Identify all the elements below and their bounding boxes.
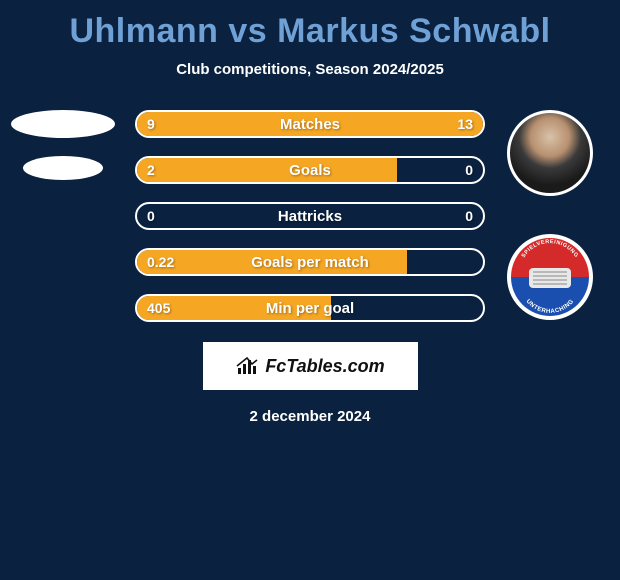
stat-label: Hattricks <box>137 204 483 228</box>
comparison-bars: 9Matches132Goals00Hattricks00.22Goals pe… <box>135 110 485 322</box>
stat-row: 0.22Goals per match <box>135 248 485 276</box>
right-player-photo <box>507 110 593 196</box>
left-club-badge-placeholder <box>23 156 103 180</box>
stat-row: 0Hattricks0 <box>135 202 485 230</box>
branding-box: FcTables.com <box>203 342 418 390</box>
branding-chart-icon <box>235 356 259 376</box>
date-text: 2 december 2024 <box>0 408 620 425</box>
club-badge-svg: SPIELVEREINIGUNG UNTERHACHING <box>511 238 589 316</box>
stat-label: Min per goal <box>137 296 483 320</box>
left-player-column <box>8 110 118 180</box>
right-player-column: SPIELVEREINIGUNG UNTERHACHING <box>500 110 600 320</box>
stat-label: Goals <box>137 158 483 182</box>
stat-row: 2Goals0 <box>135 156 485 184</box>
stat-right-value: 0 <box>465 158 473 182</box>
page-subtitle: Club competitions, Season 2024/2025 <box>0 61 620 78</box>
page-title: Uhlmann vs Markus Schwabl <box>0 0 620 51</box>
stat-label: Goals per match <box>137 250 483 274</box>
stat-label: Matches <box>137 112 483 136</box>
stat-right-value: 0 <box>465 204 473 228</box>
comparison-content: SPIELVEREINIGUNG UNTERHACHING 9Matches13… <box>0 110 620 322</box>
branding-text: FcTables.com <box>265 356 384 377</box>
stat-row: 405Min per goal <box>135 294 485 322</box>
right-club-badge: SPIELVEREINIGUNG UNTERHACHING <box>507 234 593 320</box>
left-player-photo-placeholder <box>11 110 115 138</box>
stat-right-value: 13 <box>457 112 473 136</box>
stat-row: 9Matches13 <box>135 110 485 138</box>
